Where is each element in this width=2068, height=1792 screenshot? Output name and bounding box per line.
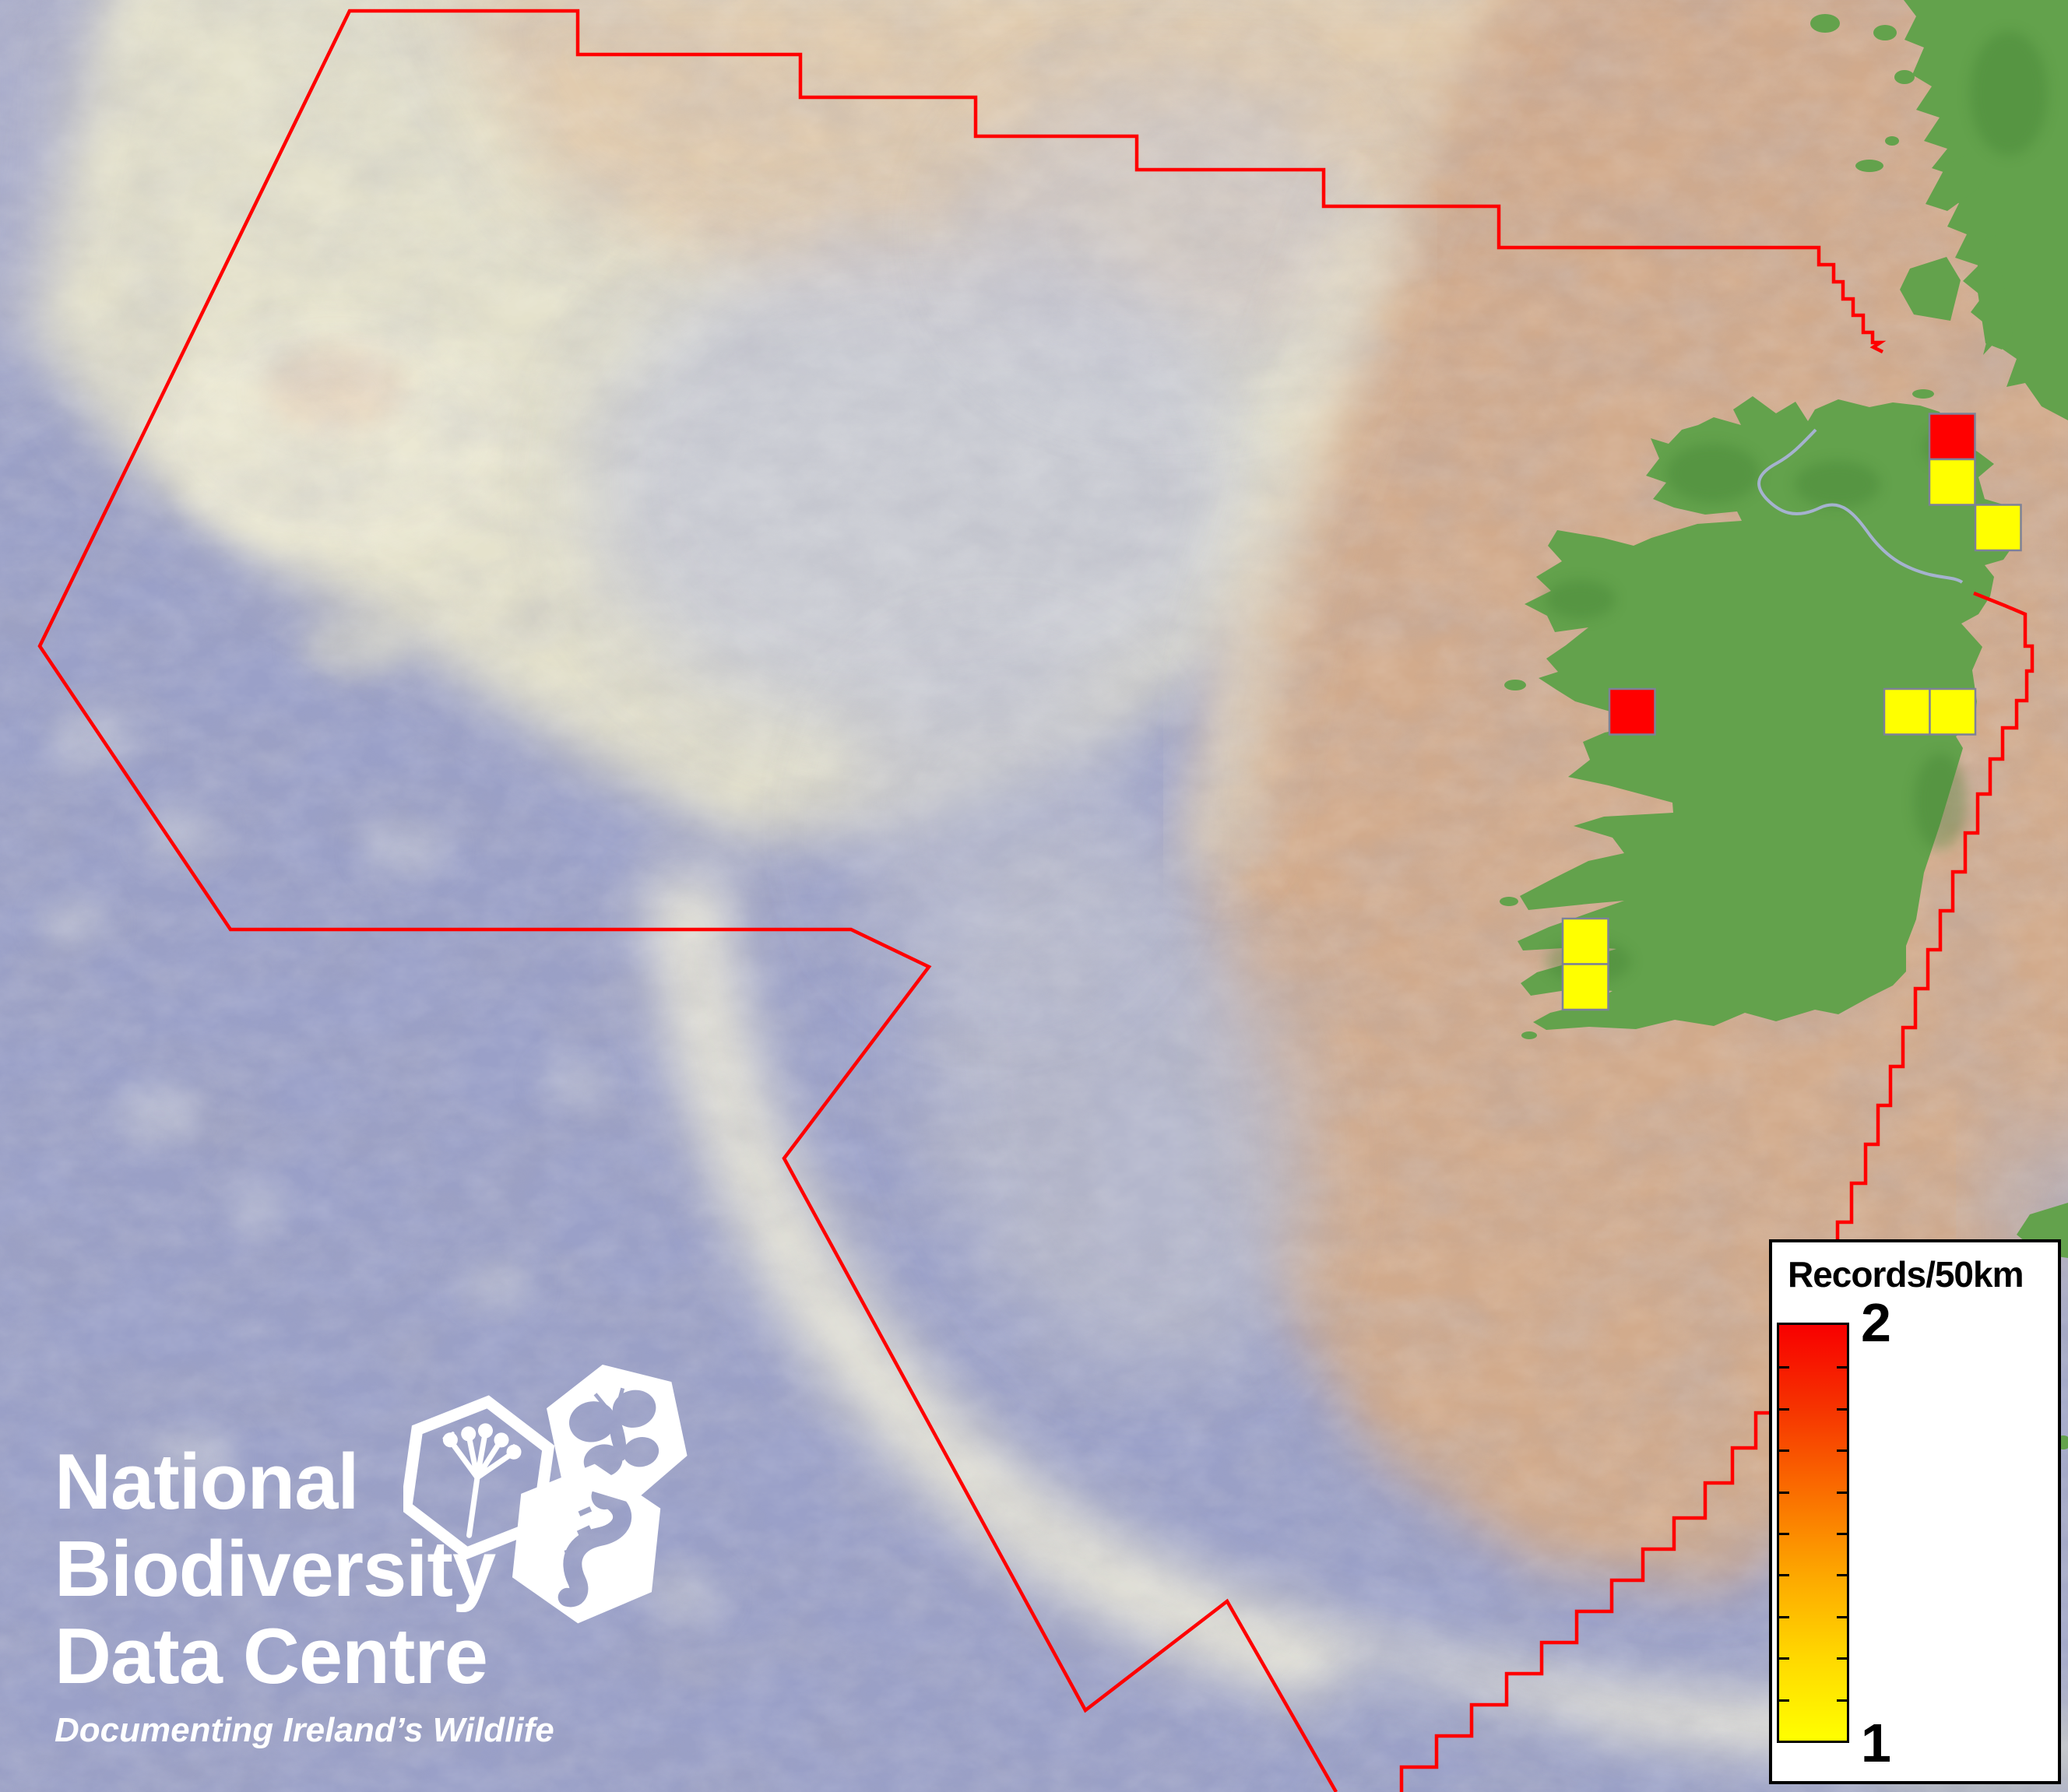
- record-square: [1561, 963, 1609, 1011]
- legend-tick: [1779, 1408, 1789, 1411]
- record-square: [1561, 917, 1609, 965]
- legend-tick: [1837, 1699, 1847, 1702]
- legend-tick: [1779, 1366, 1789, 1369]
- legend-tick: [1837, 1533, 1847, 1535]
- record-square: [1883, 687, 1931, 736]
- logo-text-line1: National: [55, 1439, 359, 1526]
- ni-border-line: [1757, 428, 1964, 584]
- legend-tick: [1837, 1449, 1847, 1452]
- legend-gradient-bar: [1777, 1323, 1849, 1743]
- record-squares-layer: [1561, 413, 2022, 1011]
- record-square: [1608, 687, 1656, 736]
- legend-tick: [1779, 1533, 1789, 1535]
- legend-tick: [1837, 1616, 1847, 1618]
- legend-tick: [1779, 1616, 1789, 1618]
- seahorse-hexagon-icon: [497, 1446, 676, 1629]
- logo-text-line2: Biodiversity: [55, 1526, 496, 1613]
- legend-tick: [1837, 1574, 1847, 1576]
- logo-text-line3: Data Centre: [55, 1613, 488, 1700]
- land-ireland: [1500, 396, 2021, 1039]
- legend-tick: [1779, 1574, 1789, 1576]
- record-square: [1928, 458, 1976, 506]
- legend-title: Records/50km: [1788, 1254, 2024, 1295]
- legend-tick: [1837, 1366, 1847, 1369]
- record-square: [1974, 504, 2022, 552]
- legend-tick: [1837, 1492, 1847, 1494]
- legend-min-label: 1: [1861, 1713, 1891, 1773]
- legend-box: Records/50km 2 1: [1769, 1239, 2061, 1784]
- legend-max-label: 2: [1861, 1292, 1891, 1353]
- legend-tick: [1779, 1699, 1789, 1702]
- nbdc-hexagon-emblem: [403, 1361, 699, 1629]
- legend-tick: [1779, 1492, 1789, 1494]
- record-square: [1929, 687, 1977, 736]
- legend-tick: [1837, 1657, 1847, 1660]
- logo-tagline: Documenting Ireland’s Wildlife: [55, 1711, 554, 1749]
- legend-tick: [1779, 1657, 1789, 1660]
- legend-tick: [1837, 1408, 1847, 1411]
- designated-area-boundary: [37, 9, 2035, 1792]
- nbdc-logo: National Biodiversity Data Centre Docume…: [55, 1439, 554, 1750]
- legend-tick: [1779, 1449, 1789, 1452]
- record-square: [1928, 413, 1976, 461]
